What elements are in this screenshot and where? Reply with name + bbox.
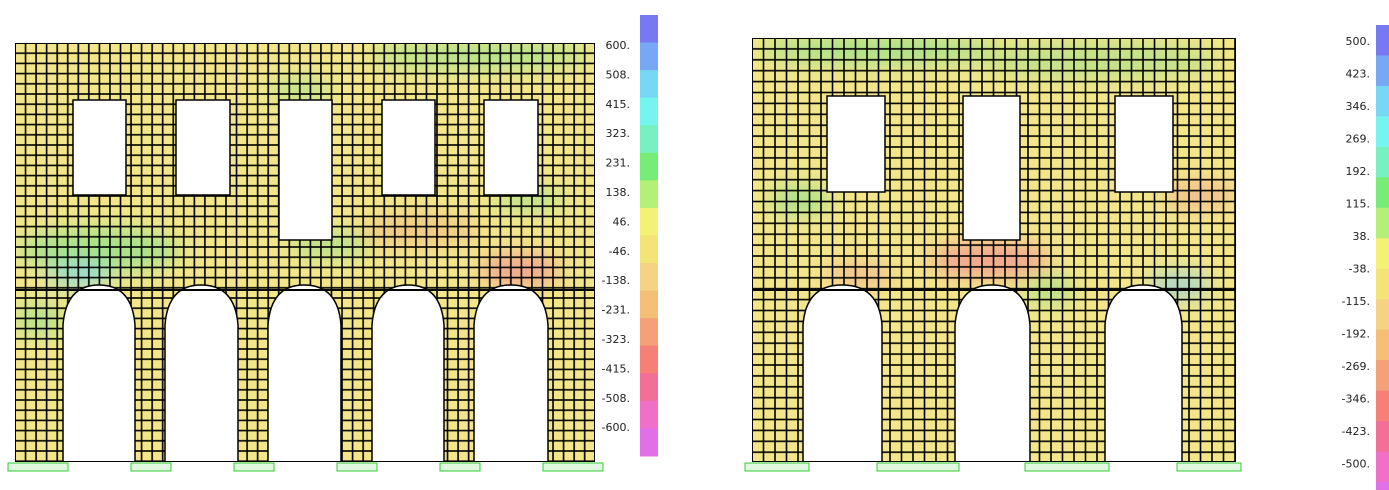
legend-swatch (640, 318, 658, 346)
right-wall (752, 36, 1236, 463)
legend-swatch (1376, 360, 1389, 391)
legend-label: -423. (1342, 425, 1370, 438)
fem-contour-screenshot: 600. 508. 415. 323. 231. 138. 46. -46. -138. -231… (0, 0, 1389, 490)
legend-swatch (640, 401, 658, 429)
legend-swatch (1376, 299, 1389, 330)
legend-label: -38. (1349, 263, 1370, 276)
legend-label: -600. (602, 421, 630, 434)
legend-label: 269. (1346, 133, 1371, 146)
legend-label: 38. (1353, 230, 1371, 243)
legend-swatch (1376, 208, 1389, 239)
legend-swatch (1376, 55, 1389, 86)
legend-label: 46. (613, 215, 631, 228)
legend-label: 115. (1346, 198, 1371, 211)
legend-right: 500. 423. 346. 269. 192. 115. 38. -38. -115. -192… (1342, 25, 1389, 490)
legend-swatch (640, 236, 658, 264)
legend-label: -346. (1342, 393, 1370, 406)
legend-left: 600. 508. 415. 323. 231. 138. 46. -46. -138. -231… (602, 15, 658, 457)
legend-label: -500. (1342, 458, 1370, 471)
legend-label: 423. (1346, 68, 1371, 81)
left-wall (15, 41, 595, 463)
legend-swatch (1376, 482, 1389, 490)
legend-swatch (640, 125, 658, 153)
legend-label: 500. (1346, 35, 1371, 48)
legend-label: -415. (602, 362, 630, 375)
legend-label: -508. (602, 392, 630, 405)
legend-label: 600. (606, 39, 631, 52)
legend-label: 231. (606, 157, 631, 170)
legend-label: -46. (609, 245, 630, 258)
legend-swatch (640, 208, 658, 236)
legend-label: -192. (1342, 328, 1370, 341)
legend-label: 415. (606, 98, 631, 111)
legend-swatch (640, 291, 658, 319)
legend-label: 192. (1346, 165, 1371, 178)
legend-swatch (640, 346, 658, 374)
legend-swatch (640, 373, 658, 401)
legend-swatch (1376, 452, 1389, 483)
legend-label: -115. (1342, 295, 1370, 308)
legend-swatch (640, 98, 658, 126)
legend-swatch (1376, 391, 1389, 422)
legend-label: -138. (602, 274, 630, 287)
legend-swatch (640, 263, 658, 291)
legend-label: -231. (602, 304, 630, 317)
legend-swatch (1376, 25, 1389, 56)
legend-swatch (1376, 269, 1389, 300)
legend-swatch (1376, 330, 1389, 361)
legend-swatch (1376, 177, 1389, 208)
legend-swatch (1376, 421, 1389, 452)
legend-swatch (640, 70, 658, 98)
right-supports (745, 463, 1241, 471)
legend-swatch (1376, 86, 1389, 117)
legend-swatch (640, 43, 658, 71)
legend-swatch (640, 153, 658, 181)
legend-label: 323. (606, 127, 631, 140)
legend-label: 508. (606, 68, 631, 81)
legend-swatch (1376, 116, 1389, 147)
legend-swatch (640, 180, 658, 208)
legend-label: -269. (1342, 360, 1370, 373)
left-supports (8, 463, 603, 471)
legend-swatch (640, 428, 658, 456)
legend-label: 346. (1346, 100, 1371, 113)
legend-label: 138. (606, 186, 631, 199)
legend-swatch (1376, 147, 1389, 178)
legend-label: -323. (602, 333, 630, 346)
legend-swatch (640, 15, 658, 43)
legend-swatch (1376, 238, 1389, 269)
